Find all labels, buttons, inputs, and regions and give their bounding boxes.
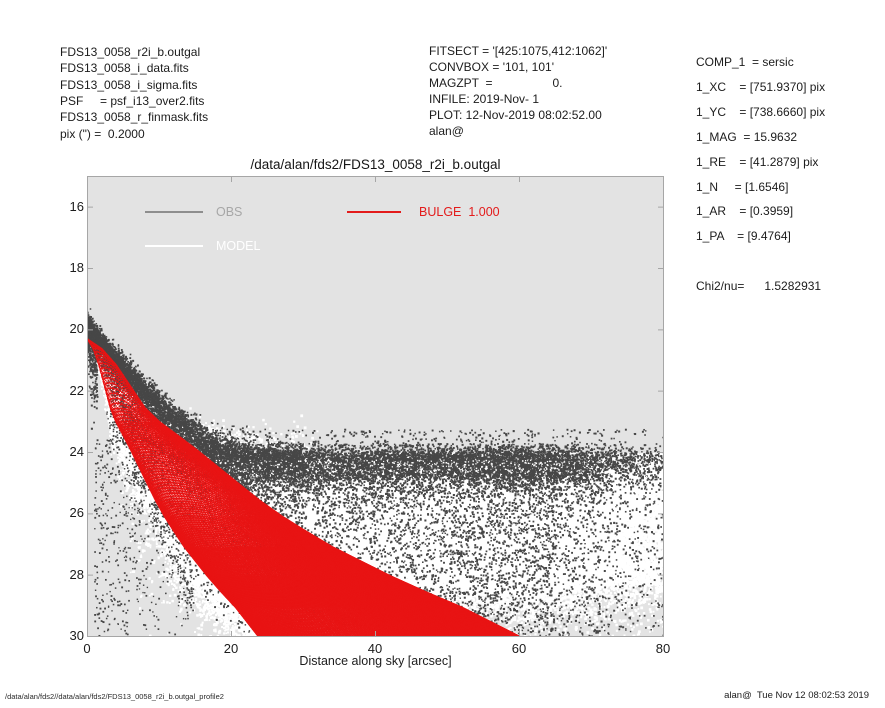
x-tick-label: 40: [367, 641, 383, 656]
header-setting-line: alan@: [429, 124, 464, 139]
header-file-line: PSF = psf_i13_over2.fits: [60, 94, 205, 109]
plot-area: OBS MODEL BULGE 1.000: [87, 176, 664, 637]
header-result-line: Chi2/nu= 1.5282931: [696, 279, 822, 294]
legend-line-obs: [145, 211, 203, 213]
y-tick-label: 26: [69, 505, 84, 521]
header-result-line: 1_XC = [751.9370] pix: [696, 79, 826, 94]
legend-line-model: [145, 245, 203, 247]
header-file-line: pix (") = 0.2000: [60, 126, 145, 141]
legend-label-bulge: BULGE 1.000: [419, 205, 500, 219]
x-tick-label: 80: [655, 641, 671, 656]
header-result-line: 1_YC = [738.6660] pix: [696, 104, 826, 119]
header-result-line: 1_AR = [0.3959]: [696, 204, 794, 219]
header-setting-line: PLOT: 12-Nov-2019 08:02:52.00: [429, 108, 602, 123]
x-tick-label: 0: [83, 641, 91, 656]
header-file-line: FDS13_0058_r_finmask.fits: [60, 110, 209, 125]
header-fit-results: COMP_1 = sersic 1_XC = [751.9370] pix 1_YC…: [696, 50, 825, 299]
legend-label-model: MODEL: [216, 239, 261, 253]
footer-path: /data/alan/fds2//data/alan/fds2/FDS13_00…: [5, 692, 224, 701]
y-tick-label: 16: [69, 198, 84, 214]
header-file-line: FDS13_0058_i_sigma.fits: [60, 77, 198, 92]
y-tick-label: 18: [69, 260, 84, 275]
y-tick-label: 30: [69, 628, 84, 643]
footer-timestamp: alan@ Tue Nov 12 08:02:53 2019: [724, 690, 869, 701]
header-file-line: FDS13_0058_r2i_b.outgal: [60, 45, 201, 59]
header-file-line: FDS13_0058_i_data.fits: [60, 61, 189, 76]
header-result-line: COMP_1 = sersic: [696, 55, 794, 69]
header-result-line: 1_MAG = 15.9632: [696, 129, 798, 144]
header-setting-line: INFILE: 2019-Nov- 1: [429, 92, 540, 107]
header-setting-line: MAGZPT = 0.: [429, 76, 563, 91]
legend-line-bulge: [347, 211, 401, 213]
scatter-plot-canvas: [87, 176, 664, 637]
header-result-line: 1_PA = [9.4764]: [696, 229, 791, 244]
y-tick-label: 22: [69, 382, 84, 398]
header-result-line: [696, 249, 825, 274]
x-axis-title: Distance along sky [arcsec]: [299, 654, 452, 668]
header-result-line: 1_N = [1.6546]: [696, 179, 789, 194]
header-setting-line: FITSECT = '[425:1075,412:1062]': [429, 44, 608, 58]
legend-label-obs: OBS: [216, 205, 243, 219]
x-tick-label: 20: [223, 641, 239, 656]
header-setting-line: CONVBOX = '101, 101': [429, 60, 554, 75]
plot-title: /data/alan/fds2/FDS13_0058_r2i_b.outgal: [250, 157, 501, 172]
x-tick-label: 60: [511, 641, 527, 656]
header-result-line: 1_RE = [41.2879] pix: [696, 154, 819, 169]
header-file-list: FDS13_0058_r2i_b.outgal FDS13_0058_i_data…: [60, 44, 208, 142]
y-tick-label: 20: [69, 321, 84, 337]
y-tick-label: 24: [69, 444, 84, 459]
y-tick-label: 28: [69, 566, 84, 582]
header-fit-settings: FITSECT = '[425:1075,412:1062]' CONVBOX =…: [429, 43, 607, 140]
